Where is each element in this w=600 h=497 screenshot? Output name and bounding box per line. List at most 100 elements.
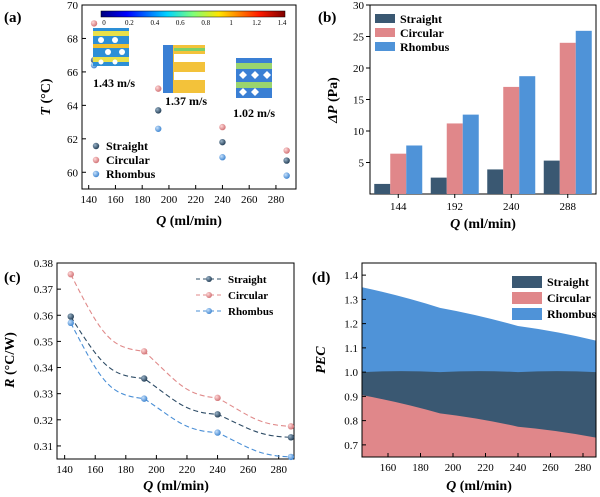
legend-c: Straight Circular Rhombus xyxy=(196,274,274,318)
panel-c: (c) 140 160 180 200 220 240 260 280 0.310.320.3… xyxy=(3,258,295,494)
bar-circular xyxy=(390,153,407,194)
series-line-rhombus xyxy=(70,322,291,458)
legend-a-circular: Circular xyxy=(106,153,150,167)
y-tick-label-b: 5 xyxy=(359,158,365,170)
data-point-c-straight xyxy=(67,313,74,320)
inset-circular-contour xyxy=(93,28,129,66)
series-lines-c xyxy=(67,271,295,461)
y-tick-label-c: 0.37 xyxy=(34,284,54,296)
data-point-c-rhombus xyxy=(67,319,74,327)
legend-c-rhombus: Rhombus xyxy=(228,306,274,318)
y-tick-label-b: 25 xyxy=(353,32,365,44)
panel-label-b: (b) xyxy=(318,10,336,26)
annotation-circular-velocity: 1.43 m/s xyxy=(93,76,135,90)
bar-straight xyxy=(487,169,504,194)
data-point-c-rhombus xyxy=(140,395,148,402)
x-tick-label-d: 180 xyxy=(412,462,429,474)
area-circular xyxy=(362,395,596,457)
data-point-c-circular xyxy=(287,423,295,430)
x-axis-ticks-c: 140 160 180 200 220 240 260 280 xyxy=(56,455,287,476)
data-point-a-straight xyxy=(283,157,290,164)
colorbar-tick-label: 1 xyxy=(229,19,233,27)
x-tick-label-d: 260 xyxy=(542,462,559,474)
data-point-a-rhombus xyxy=(283,172,290,179)
y-tick-label-d: 0.9 xyxy=(344,391,358,403)
y-tick-label-b: 30 xyxy=(353,0,365,12)
areas-d xyxy=(362,287,596,457)
x-tick-label-c: 280 xyxy=(270,464,287,476)
x-axis-ticks-d: 160 180 200 220 240 260 280 xyxy=(380,453,592,474)
bar-straight xyxy=(430,177,447,194)
panel-label-a: (a) xyxy=(4,10,22,26)
y-tick-label-b: 15 xyxy=(353,95,365,107)
x-tick-label-a: 180 xyxy=(134,194,151,206)
x-tick-label-a: 240 xyxy=(214,194,231,206)
bar-circular xyxy=(503,86,520,194)
x-tick-label-c: 180 xyxy=(118,464,135,476)
data-point-c-straight xyxy=(287,434,295,441)
y-axis-label-b: ΔP (Pa) xyxy=(326,77,341,124)
x-tick-label-d: 160 xyxy=(380,462,397,474)
legend-c-straight: Straight xyxy=(228,274,267,286)
x-tick-label-c: 140 xyxy=(56,464,73,476)
y-tick-label-c: 0.34 xyxy=(34,363,54,375)
y-tick-label-a: 60 xyxy=(67,167,79,179)
y-axis-ticks-c: 0.31 0.32 0.33 0.34 0.35 0.36 0.37 0.38 xyxy=(34,258,61,453)
y-tick-label-a: 62 xyxy=(67,134,78,146)
data-point-c-straight xyxy=(140,375,148,382)
legend-b-circular: Circular xyxy=(400,26,444,40)
x-tick-label-d: 200 xyxy=(445,462,462,474)
y-tick-label-b: 10 xyxy=(353,126,365,138)
annotation-straight-velocity: 1.37 m/s xyxy=(165,94,207,108)
data-point-c-straight xyxy=(214,411,221,418)
data-point-c-rhombus xyxy=(287,453,295,461)
colorbar-tick-label: 1.4 xyxy=(278,19,287,27)
x-tick-label-b: 192 xyxy=(447,201,464,213)
data-point-a-circular xyxy=(283,147,290,154)
colorbar-tick-label: 0.4 xyxy=(150,19,159,27)
y-tick-label-d: 1.3 xyxy=(344,294,358,306)
legend-a: Straight Circular Rhombus xyxy=(92,139,156,181)
bars-b xyxy=(374,30,592,194)
legend-d-circular: Circular xyxy=(547,291,591,305)
x-axis-ticks-b: 144 192 240 288 xyxy=(390,194,577,213)
inset-rhombus-contour xyxy=(236,58,272,98)
y-axis-ticks-b: 5 10 15 20 25 30 xyxy=(353,0,370,170)
y-tick-label-a: 64 xyxy=(67,100,79,112)
x-tick-label-a: 260 xyxy=(241,194,258,206)
legend-d-straight: Straight xyxy=(547,275,589,289)
x-tick-label-b: 144 xyxy=(390,201,407,213)
panel-label-c: (c) xyxy=(4,270,21,286)
x-tick-label-d: 220 xyxy=(477,462,494,474)
data-point-a-circular xyxy=(219,123,226,131)
bar-straight xyxy=(543,160,560,194)
annotation-rhombus-velocity: 1.02 m/s xyxy=(233,106,275,120)
x-axis-ticks-a: 140 160 180 200 220 240 260 280 xyxy=(80,185,285,206)
y-tick-label-a: 66 xyxy=(67,67,79,79)
y-tick-label-d: 1.2 xyxy=(344,319,358,331)
x-tick-label-c: 220 xyxy=(179,464,196,476)
y-tick-label-d: 1.0 xyxy=(344,367,358,379)
data-point-a-rhombus xyxy=(219,154,226,161)
legend-b-rhombus: Rhombus xyxy=(400,40,450,54)
data-point-a-rhombus xyxy=(155,125,162,132)
x-tick-label-c: 200 xyxy=(148,464,165,476)
data-point-a-straight xyxy=(219,138,226,146)
y-tick-label-c: 0.31 xyxy=(34,441,53,453)
y-axis-label-d: PEC xyxy=(314,346,329,374)
x-axis-label-b: Q (ml/min) xyxy=(450,217,516,232)
y-tick-label-c: 0.33 xyxy=(34,389,54,401)
y-tick-label-a: 70 xyxy=(67,0,79,12)
x-tick-label-a: 220 xyxy=(187,194,204,206)
x-tick-label-d: 240 xyxy=(510,462,527,474)
data-point-c-circular xyxy=(140,348,148,355)
bar-circular xyxy=(446,123,463,194)
x-axis-label-d: Q (ml/min) xyxy=(446,479,512,494)
y-tick-label-b: 20 xyxy=(353,63,365,75)
y-axis-label-c: R (°C/W) xyxy=(3,332,18,389)
x-tick-label-c: 160 xyxy=(87,464,104,476)
y-axis-ticks-d: 0.7 0.8 0.9 1.0 1.1 1.2 1.3 1.4 xyxy=(344,270,366,452)
bar-straight xyxy=(374,183,391,194)
x-axis-label-c: Q (ml/min) xyxy=(143,479,209,494)
legend-c-circular: Circular xyxy=(228,290,268,302)
